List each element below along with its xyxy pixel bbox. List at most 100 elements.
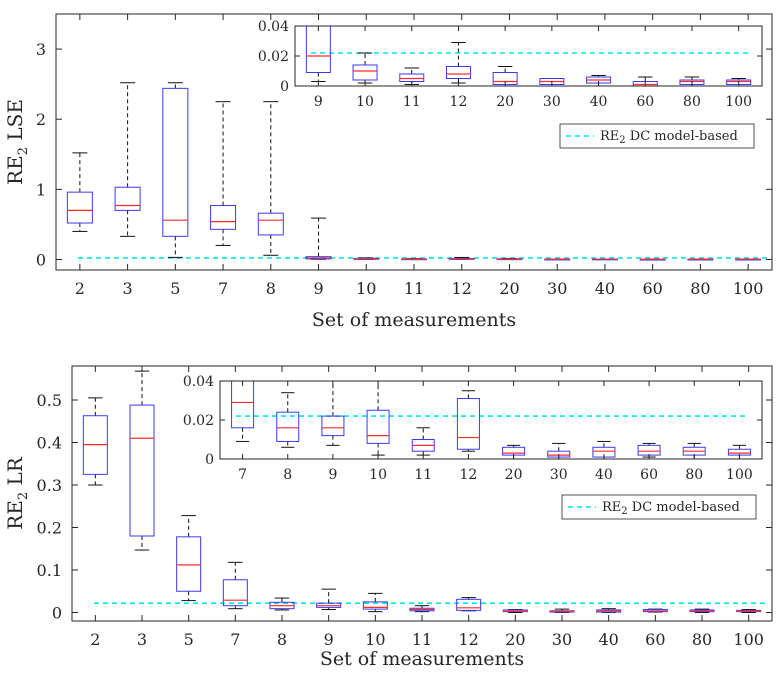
x-tick-label: 9 [324,630,334,649]
main-iqr-box [129,404,155,537]
main-box-9 [502,609,528,613]
main-box-8 [456,597,482,612]
x-tick-label: 12 [458,630,478,649]
x-tick-label: 5 [184,630,194,649]
main-box-14 [736,609,762,613]
main-box-2 [162,82,189,258]
inset-x-tick-label: 10 [369,467,387,483]
x-tick-label: 100 [733,279,764,298]
main-iqr-box [456,598,482,611]
main-box-11 [596,608,622,613]
legend-label-rest: DC model-based [626,129,738,144]
main-box-7 [401,258,427,261]
inset-y-tick-label: 0 [205,452,214,468]
panel-2: 00.10.20.30.40.52 3 5 7 8 9 10 11 12 20 30 40 60 80 10… [3,365,773,670]
y-label-rest: LR [3,456,27,492]
main-box-3 [210,101,237,246]
main-box-12 [642,608,668,613]
inset-iqr-box [352,64,378,81]
inset-x-tick-label: 8 [283,467,292,483]
legend-label-main: RE [602,500,621,515]
y-axis-label: RE2 LSE [3,99,31,185]
x-tick-label: 30 [552,630,572,649]
y-tick-label: 0.1 [37,561,62,580]
inset-x-tick-label: 40 [590,94,608,110]
main-box-0 [82,397,108,486]
inset-x-tick-label: 10 [356,94,374,110]
main-box-3 [222,561,248,610]
inset-panel: 0 0.02 0.04 7 8 9 10 11 12 20 30 40 60 80 100 [183,374,763,483]
x-tick-label: 60 [642,279,662,298]
legend: RE2 DC model-based [561,494,757,520]
inset-x-tick-label: 30 [550,467,568,483]
main-iqr-box [114,186,141,211]
y-tick-label: 0.3 [37,476,62,495]
x-tick-label: 10 [356,279,376,298]
main-box-4 [257,101,284,256]
main-box-13 [687,258,714,261]
inset-background [295,26,762,86]
main-box-1 [129,370,155,551]
inset-y-tick-label: 0 [280,79,289,95]
y-label-main: RE [3,500,27,530]
main-box-10 [549,608,575,613]
legend-label-sub: 2 [621,506,627,517]
x-tick-label: 12 [452,279,472,298]
main-box-9 [496,258,523,261]
inset-box-3 [445,42,471,84]
y-tick-label: 3 [36,40,46,59]
inset-x-tick-label: 100 [726,467,753,483]
inset-x-tick-label: 11 [414,467,432,483]
x-tick-label: 2 [90,630,100,649]
main-iqr-box [222,579,248,607]
x-tick-label: 80 [692,630,712,649]
inset-y-tick-label: 0.04 [183,374,214,390]
x-tick-label: 2 [75,279,85,298]
x-tick-label: 100 [733,630,764,649]
y-tick-label: 1 [36,180,46,199]
y-label-sub: 2 [16,492,31,500]
main-iqr-box [362,601,388,610]
x-axis-label: Set of measurements [312,309,516,331]
inset-iqr-box [321,415,345,437]
main-iqr-box [257,212,284,236]
x-tick-label: 7 [230,630,240,649]
main-box-12 [639,258,666,261]
main-box-4 [269,597,295,611]
x-tick-label: 40 [595,279,615,298]
main-box-13 [689,608,715,613]
inset-x-tick-label: 100 [725,94,752,110]
y-tick-label: 0.4 [37,434,62,453]
inset-x-tick-label: 11 [403,94,421,110]
main-box-2 [176,515,202,602]
x-tick-label: 3 [123,279,133,298]
inset-x-tick-label: 80 [683,94,701,110]
main-box-0 [66,152,93,232]
legend-label-main: RE [600,129,619,144]
main-box-1 [114,82,141,237]
y-tick-label: 0 [36,250,46,269]
legend-label: RE2 DC model-based [602,500,740,517]
y-label-main: RE [3,155,27,185]
main-iqr-box [210,204,237,230]
x-axis-label: Set of measurements [320,648,524,670]
x-tick-label: 3 [137,630,147,649]
inset-background [220,381,762,459]
x-tick-label: 11 [404,279,424,298]
main-box-5 [316,588,342,611]
main-iqr-box [176,536,202,592]
inset-iqr-box [366,409,390,444]
x-tick-label: 7 [218,279,228,298]
main-box-5 [305,217,332,260]
legend-label-sub: 2 [619,135,625,146]
main-box-10 [544,258,571,261]
inset-y-tick-label: 0.04 [258,19,289,35]
x-tick-label: 60 [645,630,665,649]
inset-x-tick-label: 80 [685,467,703,483]
inset-y-tick-label: 0.02 [258,49,289,65]
inset-x-tick-label: 9 [328,467,337,483]
x-tick-label: 5 [170,279,180,298]
main-box-11 [591,258,618,261]
